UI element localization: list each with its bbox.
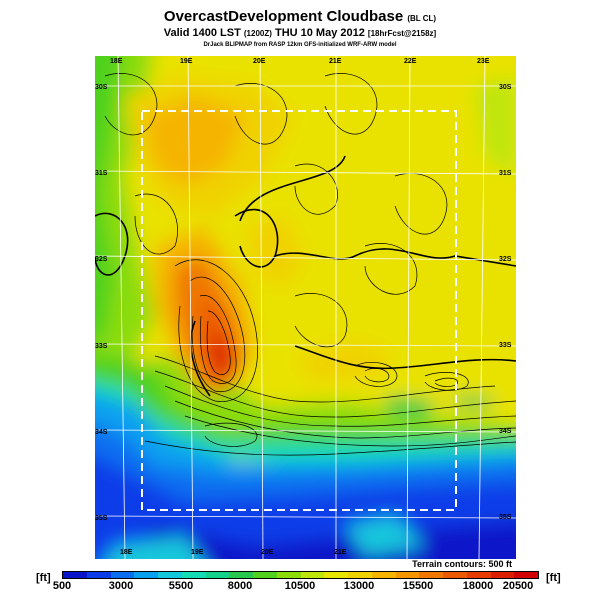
valid-time: Valid 1400 LST (1200Z) THU 10 May 2012 […	[0, 27, 600, 39]
credit-line: DrJack BLIPMAP from RASP 12km GFS-initia…	[203, 42, 397, 48]
color-scale-segment	[63, 572, 87, 578]
map-graphic	[95, 56, 516, 559]
color-scale-segment	[158, 572, 182, 578]
color-scale-segment	[443, 572, 467, 578]
color-scale-segment	[181, 572, 206, 578]
scale-label: 3000	[108, 580, 134, 592]
forecast-map: 18E 19E 20E 21E 22E 23E 18E 19E 20E 21E …	[95, 56, 516, 559]
scale-label: 13000	[343, 580, 375, 592]
lon-label-top-23: 23E	[477, 58, 490, 65]
color-scale-segment	[253, 572, 277, 578]
color-scale-bar	[62, 571, 539, 579]
color-scale-segment	[466, 572, 491, 578]
color-scale-segment	[86, 572, 111, 578]
lon-label-top-18: 18E	[110, 58, 123, 65]
scale-label: 500	[52, 580, 72, 592]
color-scale-segment	[229, 572, 253, 578]
color-scale-segment	[514, 572, 538, 578]
lon-label-bottom-21: 21E	[334, 549, 347, 556]
color-scale-segment	[371, 572, 396, 578]
cloudbase-field	[95, 56, 516, 559]
color-scale-segment	[324, 572, 348, 578]
lon-label-bottom-20: 20E	[261, 549, 274, 556]
color-scale-segment	[490, 572, 515, 578]
forecast-tag: [18hrFcst@2158z]	[367, 29, 437, 38]
color-scale-segment	[134, 572, 158, 578]
scale-label: 5500	[168, 580, 194, 592]
lon-label-top-20: 20E	[253, 58, 266, 65]
color-scale-segment	[348, 572, 372, 578]
color-scale-segment	[205, 572, 230, 578]
terrain-note: Terrain contours: 500 ft	[412, 559, 512, 569]
lon-label-top-21: 21E	[329, 58, 342, 65]
color-scale-segment	[395, 572, 420, 578]
terrain-contours	[104, 73, 516, 456]
scale-label: 8000	[227, 580, 253, 592]
scale-label: 18000	[462, 580, 494, 592]
lat-label-left-32: 32S	[95, 256, 108, 263]
scale-label: 15500	[402, 580, 434, 592]
title-tag: (BL CL)	[407, 14, 437, 23]
valid-prefix: Valid 1400 LST	[163, 27, 241, 39]
unit-left: [ft]	[36, 572, 51, 584]
lat-label-right-30: 30S	[499, 84, 512, 91]
lat-label-right-32: 32S	[499, 256, 512, 263]
color-scale-segment	[110, 572, 135, 578]
unit-right: [ft]	[546, 572, 561, 584]
lat-label-right-31: 31S	[499, 170, 512, 177]
lat-label-right-33: 33S	[499, 342, 512, 349]
lat-label-left-34: 34S	[95, 429, 108, 436]
color-scale-segment	[419, 572, 443, 578]
domain-boundary	[141, 110, 457, 511]
lat-label-right-35: 35S	[499, 514, 512, 521]
lon-label-top-22: 22E	[404, 58, 417, 65]
title-text: OvercastDevelopment Cloudbase	[163, 8, 404, 25]
color-scale-segment	[276, 572, 301, 578]
lat-label-right-34: 34S	[499, 428, 512, 435]
scale-label: 20500	[502, 580, 534, 592]
valid-utc: (1200Z)	[243, 29, 272, 38]
map-title: OvercastDevelopment Cloudbase (BL CL)	[0, 8, 600, 25]
lon-label-top-19: 19E	[180, 58, 193, 65]
lon-label-bottom-18: 18E	[120, 549, 133, 556]
lat-label-left-35: 35S	[95, 515, 108, 522]
valid-date: THU 10 May 2012	[274, 27, 365, 39]
lat-label-left-30: 30S	[95, 84, 108, 91]
lat-label-left-33: 33S	[95, 343, 108, 350]
color-scale-segment	[300, 572, 325, 578]
lat-label-left-31: 31S	[95, 170, 108, 177]
graticule	[95, 56, 516, 559]
lon-label-bottom-19: 19E	[191, 549, 204, 556]
scale-label: 10500	[284, 580, 316, 592]
